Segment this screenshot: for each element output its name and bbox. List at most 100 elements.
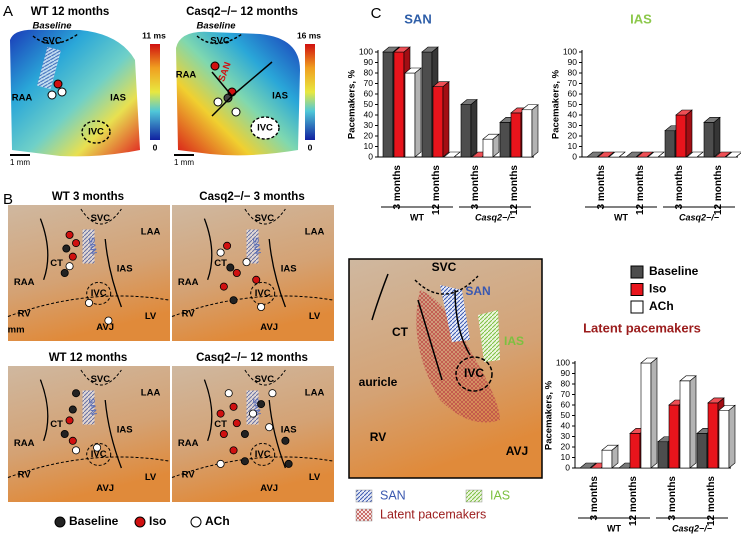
conduction-arrow [211,71,233,97]
pacemaker-dot [240,429,249,438]
ct-line [203,379,213,442]
anatomy-label: RAA [14,438,35,449]
bar-front [703,122,715,158]
avj-boundary [7,295,171,317]
svc-outline [80,369,122,386]
bar-top [714,151,732,158]
anatomy-label: IVC [91,288,107,299]
pacemaker-dot [68,436,77,445]
bar-front [521,109,533,158]
colorbar-min: 0 [308,142,313,152]
bar-top [521,104,539,111]
anatomy-label: SVC [255,374,275,385]
anatomy-label: IVC [91,449,107,460]
anatomy-label: IVC [255,288,271,299]
y-tick-label: 20 [364,130,374,140]
bar-side [713,116,721,158]
bar-front [640,362,652,469]
bar-front [382,51,394,158]
anatomy-label: CT [50,258,63,269]
anatomy-label: AVJ [506,444,528,458]
y-tick-label: 70 [568,78,578,88]
bar [443,151,461,158]
photo-title: Casq2−/− 3 months [199,191,304,203]
anatomy-label: RV [182,469,196,480]
bar-front [679,380,691,469]
legend-label: Latent pacemakers [380,507,486,521]
bar [601,444,619,469]
y-axis-label: Pacemakers, % [551,69,562,139]
legend-dot [54,516,66,528]
conduction-arrow [231,61,273,97]
anatomy-label: LV [145,472,157,483]
bar-side [531,104,539,158]
bar-front [601,449,613,469]
x-tick-label: 12 months [713,165,724,215]
pacemaker-dot [68,252,77,261]
colorbar [305,44,315,140]
baseline-label: Baseline [32,21,72,32]
anatomy-label: SVC [42,36,62,47]
y-tick-label: 0 [565,462,570,472]
anatomy-label: LV [145,311,157,322]
ivc-outline [86,281,112,305]
y-tick-label: 70 [364,78,374,88]
panel-label: B [3,191,13,208]
bar-top [579,462,597,469]
anatomy-label: RV [18,308,32,319]
legend-label: Iso [649,282,666,296]
pacemaker-dot [65,416,74,425]
pacemaker-dot [47,90,57,100]
bar-front [482,138,494,158]
pacemaker-dot [229,402,238,411]
bar-side [685,109,693,158]
bar [647,151,665,158]
y-tick-label: 90 [561,368,571,378]
scale-bar-label: 1 mm [174,158,194,167]
bar-front [696,433,708,469]
x-tick-label: 12 months [431,165,442,215]
pacemaker-dot [226,263,235,272]
bar-top [601,444,619,451]
y-tick-label: 90 [364,57,374,67]
content: A B C WT 12 months 11 ms 0 1 mm Baseline SVC RAA I… [3,3,741,533]
bar-side [728,404,736,469]
bar-front [718,409,730,469]
y-tick-label: 80 [561,378,571,388]
x-tick-label: 3 months [667,476,678,521]
bar-top [703,117,721,123]
bar-front [404,72,416,158]
anatomy-label: SAN [251,237,263,255]
pacemaker-dot [219,429,228,438]
bar [608,151,626,158]
chart-title: Latent pacemakers [583,320,701,335]
bar [432,81,450,158]
pacemaker-dot [216,459,225,468]
bar [482,133,500,158]
pacemaker-dot [268,389,277,398]
bar-top [647,151,665,158]
anatomy-label: IAS [504,334,524,348]
legend-dot [134,516,146,528]
bar-top [421,46,439,53]
san-region [37,46,61,90]
group-label: Casq2−/− [475,212,516,222]
bar-top [608,151,626,158]
anatomy-label: RAA [12,93,33,104]
bar-side [414,67,422,158]
pacemaker-dot [265,423,274,432]
bar-front [421,51,433,158]
bar [597,151,615,158]
photo-title: Casq2−/− 12 months [196,352,308,364]
bar-top [586,151,604,158]
bar-top [675,109,693,116]
y-tick-label: 80 [364,67,374,77]
ias-line [268,399,287,469]
tissue-photo [172,366,334,502]
pacemaker-dot [72,239,81,248]
pacemaker-dot [72,389,81,398]
ct-line [203,218,213,281]
bar [579,462,597,469]
legend-swatch [630,283,644,296]
bar-side [650,357,658,469]
